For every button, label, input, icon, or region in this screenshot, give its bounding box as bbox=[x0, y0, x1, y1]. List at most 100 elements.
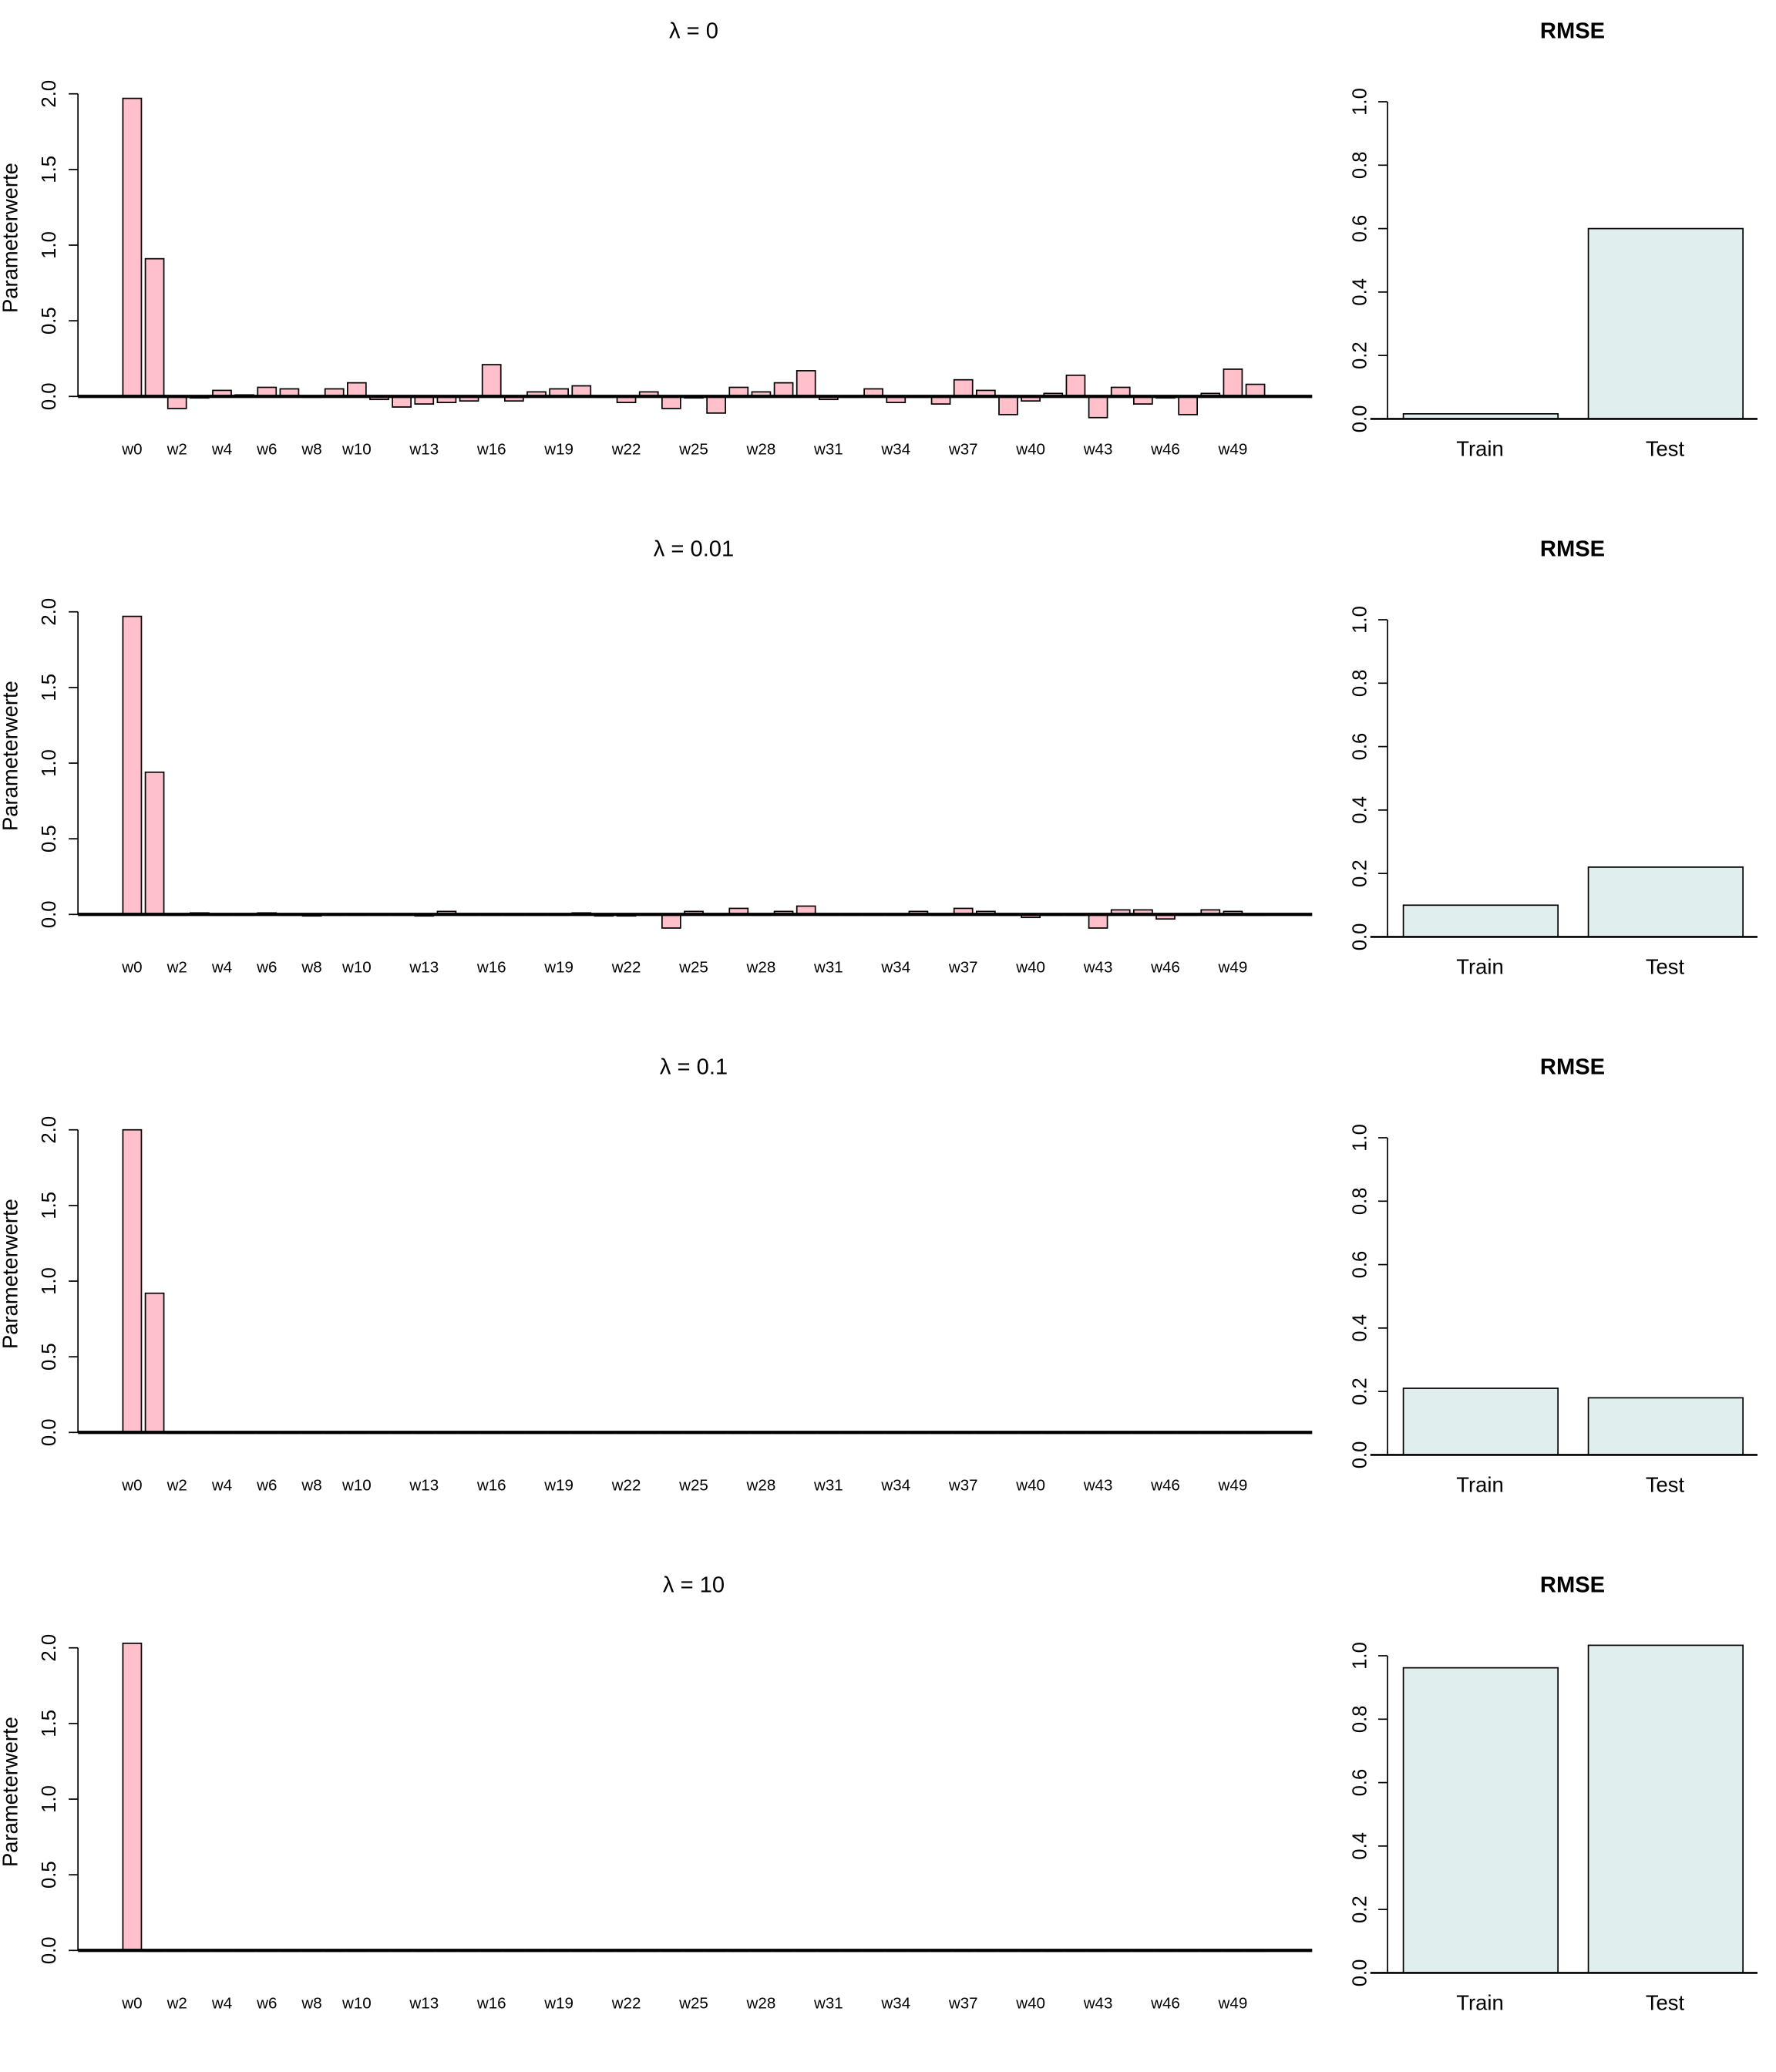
y-tick-label: 1.0 bbox=[1350, 1124, 1371, 1152]
chart-title: RMSE bbox=[1540, 1573, 1605, 1598]
y-tick-label: 0.4 bbox=[1350, 1314, 1371, 1342]
x-tick-label: w4 bbox=[211, 441, 232, 459]
y-tick-label: 0.5 bbox=[39, 1861, 60, 1889]
x-tick-label: Train bbox=[1456, 436, 1503, 460]
x-tick-label: w16 bbox=[476, 959, 506, 977]
rmse-chart: RMSE 0.0 0.2 0.4 0.6 0.8 1.0 Train Test bbox=[1350, 1055, 1758, 1496]
chart-title: RMSE bbox=[1540, 1055, 1605, 1080]
x-tick-label: w46 bbox=[1150, 959, 1180, 977]
x-tick-label: w37 bbox=[948, 441, 978, 459]
y-tick-label: 1.5 bbox=[39, 1192, 60, 1219]
y-tick-label: 1.0 bbox=[1350, 606, 1371, 634]
y-tick-label: 2.0 bbox=[39, 598, 60, 626]
x-tick-label: w19 bbox=[543, 441, 574, 459]
bar-w42 bbox=[1065, 374, 1086, 398]
chart-title: RMSE bbox=[1540, 19, 1605, 44]
x-tick-label: w25 bbox=[678, 1995, 708, 2013]
bar-test bbox=[1587, 1644, 1744, 1974]
y-tick-label: 0.5 bbox=[39, 307, 60, 335]
x-tick-label: Test bbox=[1646, 436, 1685, 460]
y-tick-label: 0.8 bbox=[1350, 669, 1371, 697]
x-tick-label: w22 bbox=[611, 1995, 641, 2013]
y-tick-label: 0.0 bbox=[1350, 405, 1371, 433]
x-tick-label: w37 bbox=[948, 1995, 978, 2013]
x-tick-label: w13 bbox=[409, 1995, 439, 2013]
y-tick-label: 0.2 bbox=[1350, 1377, 1371, 1405]
bar-w16 bbox=[481, 364, 502, 398]
bar-w1 bbox=[144, 257, 165, 398]
bar-w10 bbox=[347, 382, 367, 398]
bar-w50 bbox=[1245, 383, 1266, 398]
y-tick-label: 0.0 bbox=[1350, 923, 1371, 951]
y-tick-label: 2.0 bbox=[39, 1116, 60, 1144]
y-tick-label: 0.2 bbox=[1350, 859, 1371, 887]
x-tick-label: w19 bbox=[543, 1995, 574, 2013]
chart-title: RMSE bbox=[1540, 537, 1605, 562]
y-tick-label: 0.8 bbox=[1350, 1705, 1371, 1733]
x-tick-label: w19 bbox=[543, 959, 574, 977]
x-tick-label: w16 bbox=[476, 1477, 506, 1495]
y-tick-label: 0.4 bbox=[1350, 278, 1371, 306]
x-tick-label: w31 bbox=[813, 1995, 843, 2013]
x-tick-label: w40 bbox=[1015, 1995, 1045, 2013]
x-tick-label: w16 bbox=[476, 441, 506, 459]
bar-w24 bbox=[661, 395, 681, 409]
x-tick-label: w19 bbox=[543, 1477, 574, 1495]
x-tick-label: w8 bbox=[301, 959, 321, 977]
x-tick-label: w46 bbox=[1150, 1995, 1180, 2013]
y-tick-label: 0.4 bbox=[1350, 1832, 1371, 1860]
x-tick-label: w34 bbox=[880, 1995, 910, 2013]
x-tick-label: w22 bbox=[611, 441, 641, 459]
y-axis-label: Parameterwerte bbox=[0, 163, 22, 313]
x-tick-label: w4 bbox=[211, 1477, 232, 1495]
x-tick-label: w6 bbox=[256, 959, 277, 977]
y-axis-label: Parameterwerte bbox=[0, 1199, 22, 1349]
x-tick-label: w28 bbox=[746, 1995, 776, 2013]
x-tick-label: w46 bbox=[1150, 441, 1180, 459]
x-tick-label: Train bbox=[1456, 1990, 1503, 2014]
bar-w24 bbox=[661, 913, 681, 929]
y-tick-label: 1.0 bbox=[39, 231, 60, 259]
x-tick-label: w34 bbox=[880, 959, 910, 977]
bar-w0 bbox=[122, 615, 143, 916]
x-tick-label: w31 bbox=[813, 959, 843, 977]
y-tick-label: 1.5 bbox=[39, 1710, 60, 1737]
y-tick-label: 0.0 bbox=[1350, 1959, 1371, 1987]
x-tick-label: w28 bbox=[746, 1477, 776, 1495]
x-tick-label: w8 bbox=[301, 1477, 321, 1495]
x-tick-label: w31 bbox=[813, 1477, 843, 1495]
chart-title: λ = 0.01 bbox=[654, 537, 734, 562]
x-tick-label: w49 bbox=[1218, 1995, 1248, 2013]
x-tick-label: w0 bbox=[121, 441, 142, 459]
x-tick-label: w10 bbox=[341, 441, 372, 459]
x-tick-label: w25 bbox=[678, 959, 708, 977]
x-tick-label: Train bbox=[1456, 954, 1503, 978]
bar-train bbox=[1402, 1388, 1559, 1456]
y-tick-label: 1.0 bbox=[39, 1267, 60, 1295]
bar-w49 bbox=[1223, 368, 1243, 398]
x-tick-label: w6 bbox=[256, 1477, 277, 1495]
y-tick-label: 0.4 bbox=[1350, 796, 1371, 824]
x-tick-label: w40 bbox=[1015, 959, 1045, 977]
bar-w2 bbox=[166, 395, 187, 409]
y-tick-label: 0.5 bbox=[39, 825, 60, 853]
rmse-chart: RMSE 0.0 0.2 0.4 0.6 0.8 1.0 Train Test bbox=[1350, 19, 1758, 460]
bar-w43 bbox=[1088, 395, 1108, 419]
x-tick-label: w4 bbox=[211, 1995, 232, 2013]
bar-w1 bbox=[144, 771, 165, 916]
x-tick-label: w34 bbox=[880, 1477, 910, 1495]
x-tick-label: w22 bbox=[611, 959, 641, 977]
y-tick-label: 2.0 bbox=[39, 80, 60, 108]
bar-test bbox=[1587, 1397, 1744, 1456]
x-tick-label: w13 bbox=[409, 441, 439, 459]
x-tick-label: w49 bbox=[1218, 441, 1248, 459]
x-tick-label: w43 bbox=[1083, 1995, 1113, 2013]
coefficient-chart: λ = 0.1 0.0 0.5 1.0 1.5 2.0 Parameterwerte w0 w2… bbox=[0, 1055, 1313, 1495]
rmse-chart: RMSE 0.0 0.2 0.4 0.6 0.8 1.0 Train Test bbox=[1350, 1573, 1758, 2014]
x-tick-label: w10 bbox=[341, 1477, 372, 1495]
bar-w37 bbox=[953, 378, 974, 398]
x-tick-label: w37 bbox=[948, 959, 978, 977]
x-tick-label: w46 bbox=[1150, 1477, 1180, 1495]
y-tick-label: 0.0 bbox=[39, 1936, 60, 1964]
